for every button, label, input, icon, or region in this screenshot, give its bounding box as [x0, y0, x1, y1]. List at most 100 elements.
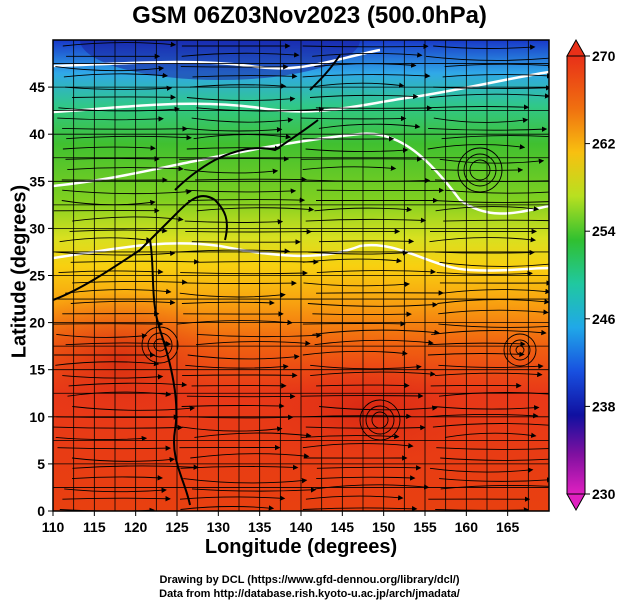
streamline — [431, 167, 524, 173]
streamline — [318, 123, 421, 130]
streamline — [65, 288, 172, 295]
streamline — [187, 354, 300, 360]
streamline — [315, 105, 433, 111]
y-tick-label: 5 — [37, 456, 45, 472]
x-tick-label: 135 — [248, 519, 272, 535]
streamline — [181, 300, 275, 306]
x-axis-ticks: 110 115 120 125 130 135 140 145 150 155 160 165 — [42, 511, 520, 535]
streamline — [444, 62, 549, 69]
streamline — [71, 475, 163, 481]
streamline — [438, 363, 544, 370]
y-tick-label: 40 — [29, 126, 45, 142]
streamlines — [53, 41, 549, 511]
streamline — [57, 445, 171, 451]
x-tick-label: 115 — [83, 519, 106, 535]
streamline — [444, 432, 537, 438]
x-tick-label: 130 — [207, 519, 231, 535]
streamline — [302, 73, 431, 79]
streamline — [65, 85, 173, 91]
streamline — [72, 94, 176, 100]
streamline — [180, 270, 308, 276]
warm-core-west — [53, 290, 230, 430]
x-tick-label: 160 — [455, 519, 479, 535]
streamline — [433, 405, 540, 411]
y-tick-label: 0 — [37, 503, 45, 519]
streamline — [307, 302, 438, 308]
x-tick-label: 110 — [42, 519, 65, 535]
streamline — [433, 200, 549, 203]
streamline — [191, 117, 294, 123]
x-tick-label: 165 — [496, 519, 520, 535]
streamline — [442, 288, 549, 295]
streamline — [58, 269, 164, 275]
streamline — [429, 237, 536, 243]
y-tick-label: 10 — [29, 409, 45, 425]
cold-core — [80, 40, 360, 80]
streamline — [439, 158, 545, 164]
streamline — [305, 147, 409, 153]
streamline — [62, 41, 177, 48]
colorbar-tick-label: 230 — [592, 486, 616, 502]
streamline — [436, 447, 549, 450]
streamline — [65, 341, 172, 347]
eddy-streamline — [371, 411, 389, 429]
streamline — [434, 249, 535, 256]
streamline — [438, 309, 549, 315]
streamline — [303, 281, 410, 287]
grid-lines — [52, 39, 550, 512]
eddy-streamline — [503, 333, 537, 367]
streamline — [301, 115, 407, 122]
streamline — [432, 423, 549, 428]
streamline — [183, 280, 297, 286]
streamline — [427, 144, 526, 150]
streamline — [302, 321, 406, 327]
streamline — [55, 435, 148, 442]
streamline — [310, 371, 436, 377]
streamline — [71, 456, 175, 463]
streamline — [434, 371, 543, 378]
streamline — [186, 96, 296, 102]
eddy-streamline — [463, 153, 497, 187]
streamline — [67, 165, 184, 172]
streamline — [302, 443, 414, 449]
credit-data: Data from http://database.rish.kyoto-u.a… — [159, 588, 460, 600]
streamline — [191, 239, 301, 245]
colorbar-tick-label: 254 — [592, 223, 616, 239]
streamline — [70, 259, 200, 265]
chart-title: GSM 06Z03Nov2023 (500.0hPa) — [132, 2, 487, 29]
colorbar-tick-label: 238 — [592, 398, 616, 414]
y-tick-label: 30 — [29, 220, 45, 236]
streamline — [179, 156, 290, 162]
streamline — [437, 298, 549, 305]
eddy-streamline — [153, 338, 167, 352]
streamline — [318, 238, 415, 244]
streamline — [195, 176, 308, 183]
colorbar-tick-label: 246 — [592, 311, 616, 327]
x-tick-label: 145 — [331, 519, 355, 535]
y-axis-ticks: 0 5 10 15 20 25 30 35 40 45 — [29, 79, 53, 519]
streamline — [185, 363, 289, 370]
streamline — [431, 329, 547, 336]
streamline — [427, 351, 525, 357]
streamline — [316, 268, 436, 275]
streamline — [442, 73, 549, 79]
colorbar-tick-label: 262 — [592, 136, 616, 152]
streamline — [56, 333, 148, 339]
streamline — [307, 250, 409, 256]
y-tick-label: 35 — [29, 173, 45, 189]
streamline — [301, 393, 424, 399]
x-tick-label: 150 — [372, 519, 396, 535]
streamline — [62, 189, 192, 195]
streamline — [181, 52, 300, 58]
eddy-streamline — [469, 159, 491, 181]
streamline — [185, 188, 297, 194]
y-tick-label: 45 — [29, 79, 45, 95]
streamline — [181, 426, 283, 432]
x-axis-label: Longitude (degrees) — [204, 536, 398, 558]
streamline — [184, 219, 284, 225]
colorbar-top-arrow — [566, 38, 586, 57]
x-tick-label: 140 — [289, 519, 313, 535]
streamline — [177, 248, 290, 254]
streamline — [62, 145, 156, 151]
streamline — [190, 83, 287, 89]
